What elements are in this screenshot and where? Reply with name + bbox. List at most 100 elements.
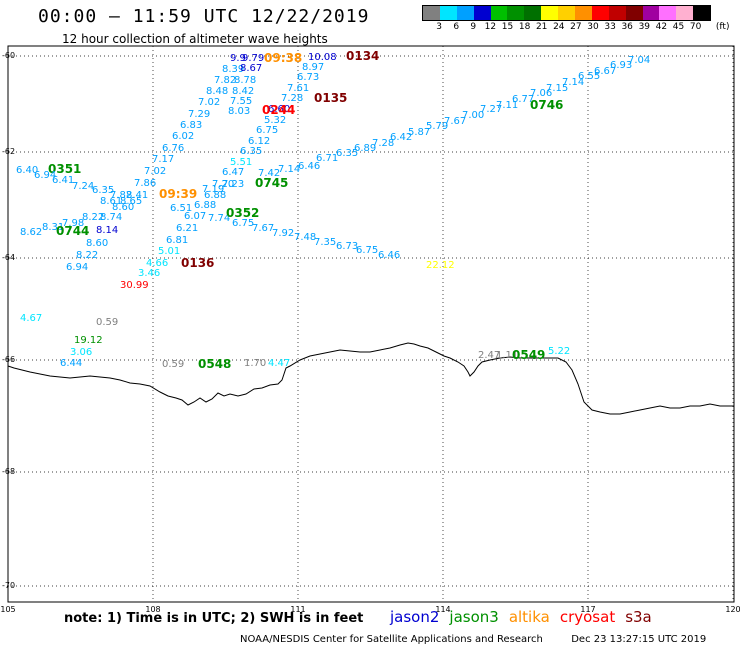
pass-time-label: 0351: [48, 162, 82, 176]
legend-label: 6: [453, 22, 460, 32]
pass-time-label: 09:38: [264, 51, 303, 65]
wave-height-label: 4.66: [146, 258, 169, 269]
wave-height-label: 7.48: [294, 232, 317, 243]
latitude-label: -64: [2, 253, 16, 262]
legend-swatch: [423, 6, 440, 20]
wave-height-label: 7.92: [272, 228, 295, 239]
wave-height-label: 6.81: [166, 235, 189, 246]
satellite-altika: altika: [508, 608, 550, 626]
graticule: [7, 46, 734, 602]
wave-height-label: 8.97: [302, 62, 325, 73]
legend-label: 15: [501, 22, 514, 32]
wave-height-label: 6.21: [176, 223, 199, 234]
wave-height-label: 6.07: [184, 211, 207, 222]
satellite-s3a: s3a: [625, 608, 652, 626]
wave-height-label: 6.94: [66, 262, 89, 273]
legend-swatch: [575, 6, 592, 20]
wave-height-label: 7.00: [462, 110, 485, 121]
wave-height-label: 4.67: [20, 313, 43, 324]
latitude-label: -66: [2, 355, 16, 364]
wave-height-label: 8.14: [96, 225, 119, 236]
wave-height-label: 5.01: [158, 246, 181, 257]
color-legend: 3 6 9 12 15 18 21 24 27 30 33 36 39 42 45 70 (ft): [422, 5, 729, 33]
wave-height-label: 6.73: [336, 241, 359, 252]
legend-label: 3: [436, 22, 442, 32]
wave-height-label: 7.24: [72, 181, 95, 192]
legend-swatch: [693, 6, 711, 20]
wave-height-label: 7.98: [62, 218, 85, 229]
pass-time-label: 0136: [181, 256, 215, 270]
wave-height-label: 6.51: [170, 203, 193, 214]
wave-height-label: 8.41: [126, 190, 149, 201]
wave-height-label: 6.44: [60, 358, 83, 369]
wave-height-label: 0.59: [162, 359, 185, 370]
legend-unit: (ft): [715, 22, 730, 32]
wave-height-label: 8.61: [100, 196, 123, 207]
pass-time-label: 09:39: [159, 187, 198, 201]
wave-height-label: 7.27: [480, 104, 503, 115]
latitude-label: -60: [2, 51, 16, 60]
wave-height-label: 6.94: [34, 170, 57, 181]
legend-label: 24: [553, 22, 565, 32]
footer-note: note: 1) Time is in UTC; 2) SWH is in fe…: [64, 611, 364, 626]
latitude-label: -68: [2, 467, 16, 476]
wave-height-label: 7.11: [496, 100, 519, 111]
legend-swatch: [676, 6, 694, 20]
wave-height-label: 6.75: [256, 125, 279, 136]
legend-swatch: [591, 6, 609, 20]
wave-height-label: 8.39: [222, 64, 245, 75]
wave-height-label: 3.46: [138, 268, 161, 279]
satellite-jason3: jason3: [449, 608, 499, 626]
wave-height-label: 4.47: [268, 358, 291, 369]
wave-height-label: 7.15: [546, 83, 569, 94]
wave-height-label: 7.42: [258, 168, 281, 179]
wave-height-label: 1.70: [244, 358, 267, 369]
legend-label: 30: [587, 22, 599, 32]
satellite-cryosat: cryosat: [559, 608, 616, 626]
legend-label: 70: [689, 22, 702, 32]
wave-height-label: 6.40: [16, 165, 39, 176]
legend-swatch: [608, 6, 626, 20]
legend-swatch: [473, 6, 491, 20]
wave-height-label: 9.9: [230, 53, 246, 64]
legend-label: 9: [470, 22, 477, 32]
wave-height-label: 6.46: [378, 250, 401, 261]
wave-height-label: 6.75: [232, 218, 255, 229]
satellite-jason2: jason2: [390, 608, 440, 626]
legend-swatch: [507, 6, 525, 20]
generated-timestamp: Dec 23 13:27:15 UTC 2019: [571, 634, 707, 645]
wave-height-label: 6.67: [594, 66, 617, 77]
wave-height-label: 6.73: [297, 72, 320, 83]
wave-height-label: 7.61: [287, 83, 310, 94]
wave-height-label: 7.28: [281, 93, 304, 104]
wave-height-label: 6.75: [356, 245, 379, 256]
wave-height-label: 8.65: [120, 196, 143, 207]
wave-height-label: 7.06: [530, 88, 553, 99]
wave-height-label: 6.83: [180, 120, 203, 131]
legend-swatch: [659, 6, 677, 20]
wave-height-label: 1.11: [496, 350, 519, 361]
pass-time-label: 0745: [255, 176, 289, 190]
wave-height-label: 7.02: [198, 97, 221, 108]
legend-swatches: [422, 5, 712, 21]
wave-height-label: 2.47: [478, 350, 501, 361]
legend-swatch: [524, 6, 542, 20]
legend-swatch: [456, 6, 474, 20]
pass-time-label: 0135: [314, 91, 348, 105]
wave-height-label: 8.60: [112, 202, 135, 213]
pass-time-label: 0548: [198, 357, 232, 371]
wave-height-label: 5.79: [426, 121, 449, 132]
wave-height-label: 6.77: [512, 94, 535, 105]
wave-height-label: 22.12: [426, 260, 455, 271]
pass-time-label: 0744: [56, 224, 90, 238]
wave-height-label: 7.14: [278, 164, 301, 175]
longitude-label: 111: [290, 605, 306, 614]
wave-height-label: 7.86: [134, 178, 157, 189]
longitude-label: 105: [0, 605, 16, 614]
wave-height-label: 7.14: [562, 77, 585, 88]
longitude-label: 108: [145, 605, 161, 614]
wave-height-label: 7.19: [202, 184, 225, 195]
wave-height-label: 5.51: [230, 157, 253, 168]
wave-height-label: 6.47: [222, 167, 245, 178]
